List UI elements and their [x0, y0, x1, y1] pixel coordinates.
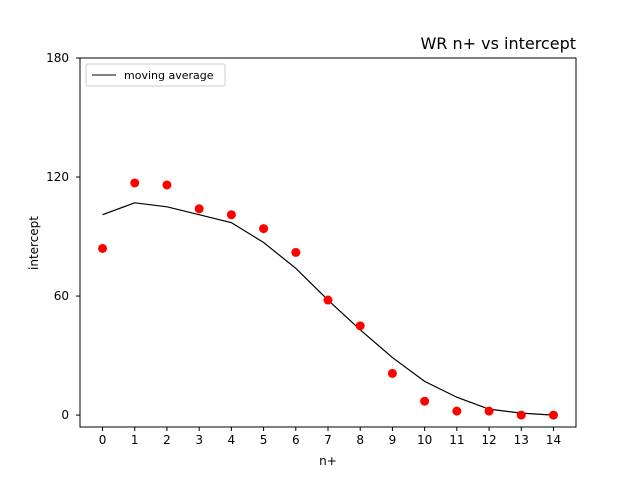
- x-tick-label: 14: [546, 433, 561, 447]
- y-axis-label: intercept: [27, 216, 41, 270]
- x-axis-label: n+: [319, 454, 337, 468]
- legend-label: moving average: [124, 69, 214, 82]
- chart-title: WR n+ vs intercept: [420, 34, 576, 53]
- series-layer: [98, 178, 558, 420]
- x-tick-label: 11: [449, 433, 464, 447]
- scatter-point: [162, 180, 172, 190]
- y-tick-label: 120: [46, 170, 69, 184]
- x-tick-label: 8: [356, 433, 364, 447]
- plot-frame: [79, 57, 577, 428]
- scatter-point: [516, 410, 526, 420]
- x-tick-label: 0: [99, 433, 107, 447]
- x-tick-label: 3: [195, 433, 203, 447]
- x-tick-label: 1: [131, 433, 139, 447]
- scatter-point: [548, 410, 558, 420]
- scatter-point: [452, 406, 462, 416]
- x-tick-label: 10: [417, 433, 432, 447]
- scatter-point: [291, 247, 301, 257]
- y-tick-label: 180: [46, 51, 69, 65]
- y-tick-label: 0: [61, 408, 69, 422]
- plot-area: [79, 57, 577, 428]
- x-tick-label: 13: [514, 433, 529, 447]
- x-tick-label: 12: [481, 433, 496, 447]
- legend: moving average: [85, 63, 226, 87]
- scatter-point: [387, 368, 397, 378]
- scatter-point: [226, 210, 236, 220]
- scatter-point: [194, 204, 204, 214]
- scatter-point: [130, 178, 140, 188]
- x-axis-ticks: 0 1 2 3 4 5 6 7 8 9 10 11 12 13 14: [99, 427, 561, 447]
- x-tick-label: 7: [324, 433, 332, 447]
- y-tick-label: 60: [54, 289, 69, 303]
- x-tick-label: 6: [292, 433, 300, 447]
- legend-box: [85, 63, 226, 87]
- x-tick-label: 9: [389, 433, 397, 447]
- x-tick-label: 4: [228, 433, 236, 447]
- scatter-point: [323, 295, 333, 305]
- x-tick-label: 5: [260, 433, 268, 447]
- x-tick-label: 2: [163, 433, 171, 447]
- scatter-point: [259, 224, 269, 234]
- scatter-point: [98, 243, 108, 253]
- y-axis-ticks: 0 60 120 180: [46, 51, 80, 422]
- scatter-point: [484, 406, 494, 416]
- scatter-point: [420, 396, 430, 406]
- scatter-point: [355, 321, 365, 331]
